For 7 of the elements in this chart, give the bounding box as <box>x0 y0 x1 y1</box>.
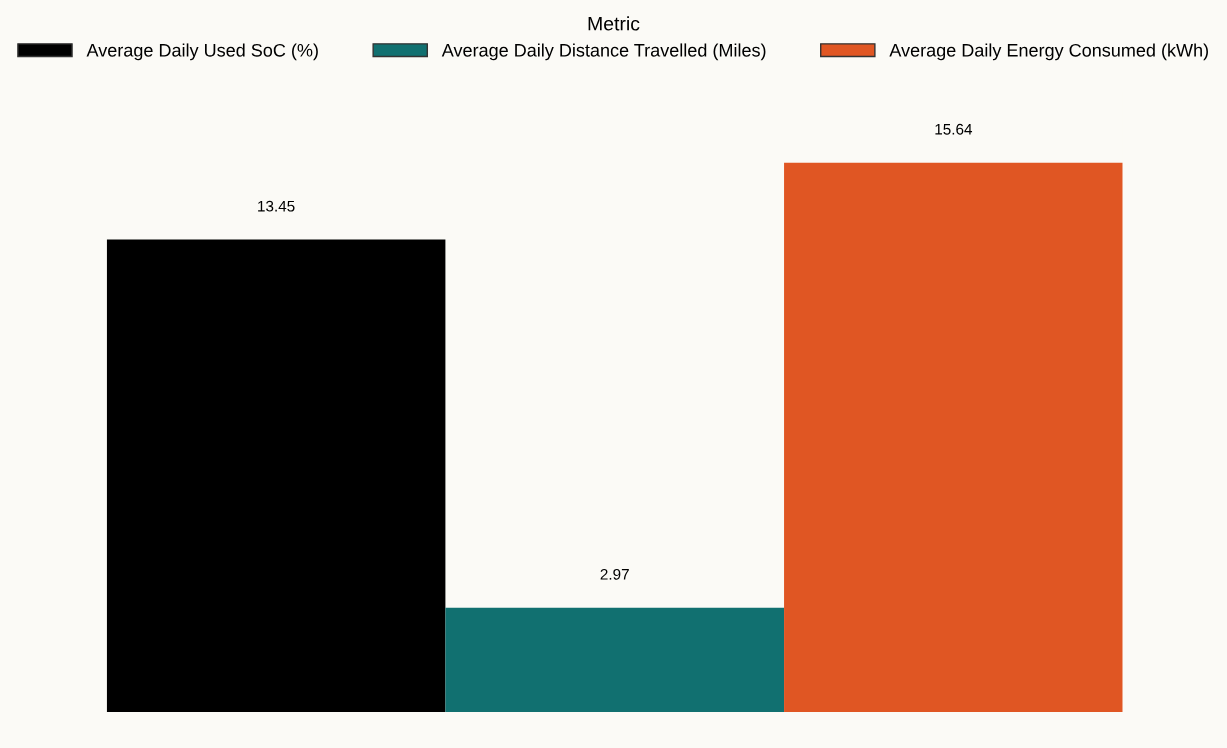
data-label: 2.97 <box>600 568 629 580</box>
data-label: 15.64 <box>935 123 973 135</box>
legend-label: Average Daily Energy Consumed (kWh) <box>889 43 1208 61</box>
legend-title: Metric <box>588 16 640 31</box>
legend-label: Average Daily Used SoC (%) <box>86 43 318 61</box>
data-label: 13.45 <box>258 200 295 212</box>
legend-label: Average Daily Distance Travelled (Miles) <box>441 43 766 61</box>
